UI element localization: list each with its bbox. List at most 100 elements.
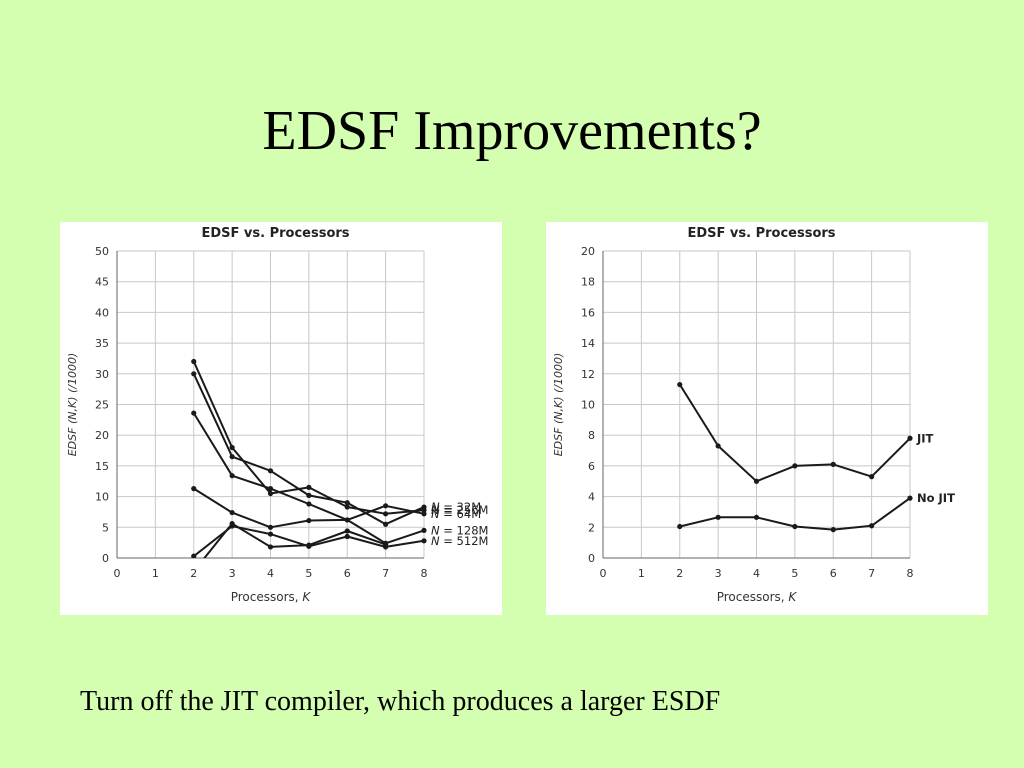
data-point — [306, 517, 312, 524]
series-group — [191, 371, 427, 527]
series-label: N = 512M — [431, 534, 488, 548]
y-tick-label: 40 — [95, 306, 109, 319]
x-axis-label-text: Processors, — [231, 590, 303, 604]
data-point — [869, 474, 875, 480]
data-point — [344, 528, 350, 534]
y-tick-label: 0 — [102, 552, 109, 565]
chart-panel-left: EDSF vs. Processors 0 5 10 15 20 25 30 35 40 45 50 0… — [60, 222, 502, 615]
x-tick-label: 6 — [830, 567, 837, 580]
y-tick-label: 4 — [588, 491, 595, 504]
data-point — [267, 490, 274, 497]
data-point — [267, 486, 274, 492]
x-tick-label: 8 — [421, 567, 428, 580]
y-tick-label: 0 — [588, 552, 595, 565]
x-axis-label-text: Processors, — [717, 590, 789, 604]
x-axis-label-variable: K — [302, 590, 311, 604]
data-point — [715, 443, 721, 449]
data-point — [715, 514, 721, 520]
x-tick-label: 0 — [114, 567, 121, 580]
y-tick-label: 18 — [581, 276, 595, 289]
data-point — [267, 544, 274, 550]
data-point — [383, 521, 389, 527]
data-point — [383, 541, 389, 548]
series-line — [203, 522, 386, 558]
data-point — [753, 478, 760, 484]
y-tick-label: 8 — [588, 429, 595, 442]
y-tick-label: 20 — [581, 245, 595, 258]
data-point — [677, 381, 683, 388]
data-point — [267, 468, 274, 474]
data-point — [306, 484, 312, 490]
series-group — [677, 381, 913, 484]
y-tick-label: 50 — [95, 245, 109, 258]
chart-panel-right: EDSF vs. Processors 0 2 4 6 8 10 12 14 16 18 20 0 1 2 3… — [546, 222, 988, 615]
data-point — [421, 504, 427, 510]
y-tick-label: 6 — [588, 460, 595, 473]
series-label: JIT — [916, 431, 934, 445]
x-tick-label: 0 — [600, 567, 607, 580]
x-axis-label-variable: K — [788, 590, 797, 604]
x-tick-label: 5 — [305, 567, 312, 580]
data-point — [907, 495, 913, 501]
y-tick-label: 10 — [581, 399, 595, 412]
series-label-text: = 128M — [440, 523, 489, 537]
x-tick-label: 1 — [638, 567, 645, 580]
x-tick-label: 7 — [868, 567, 875, 580]
data-point — [421, 511, 427, 517]
edsf-vs-processors-chart-by-n: EDSF vs. Processors051015202530354045500… — [66, 226, 489, 604]
y-tick-label: 45 — [95, 276, 109, 289]
x-tick-label: 8 — [907, 567, 914, 580]
data-point — [383, 511, 389, 517]
x-axis-label: Processors, K — [717, 590, 798, 604]
y-tick-label: 10 — [95, 491, 109, 504]
series-group — [677, 495, 913, 533]
chart-title: EDSF vs. Processors — [687, 226, 835, 241]
data-point — [191, 358, 197, 365]
y-tick-label: 12 — [581, 368, 595, 381]
y-axis-label: EDSF (N,K) (/1000) — [552, 353, 565, 457]
y-tick-label: 25 — [95, 399, 109, 412]
data-point — [830, 527, 836, 533]
data-point — [229, 454, 235, 460]
y-tick-label: 20 — [95, 429, 109, 442]
slide-title: EDSF Improvements? — [262, 100, 762, 162]
x-tick-label: 6 — [344, 567, 351, 580]
data-point — [191, 553, 197, 558]
data-point — [421, 527, 427, 533]
data-point — [306, 492, 312, 498]
y-tick-label: 35 — [95, 337, 109, 350]
series-label: N = 256M — [431, 503, 488, 517]
series-label-variable: N — [431, 507, 440, 521]
data-point — [191, 486, 197, 492]
x-axis-label: Processors, K — [231, 590, 312, 604]
series-label-variable: N — [431, 503, 440, 517]
data-point — [229, 521, 235, 527]
y-tick-label: 2 — [588, 521, 595, 534]
series-label: No JIT — [917, 491, 955, 505]
data-point — [267, 524, 274, 530]
y-tick-label: 5 — [102, 521, 109, 534]
data-point — [421, 538, 427, 544]
data-point — [830, 461, 836, 467]
data-point — [306, 542, 312, 548]
data-point — [792, 523, 798, 530]
series-label-variable: N — [431, 523, 440, 537]
series-label-variable: N — [431, 534, 440, 548]
data-point — [306, 501, 312, 507]
x-tick-label: 2 — [676, 567, 683, 580]
chart-title: EDSF vs. Processors — [201, 226, 349, 241]
data-point — [753, 514, 760, 520]
data-point — [229, 509, 235, 516]
series-label-variable: N — [431, 500, 440, 514]
slide-caption: Turn off the JIT compiler, which produce… — [80, 686, 721, 717]
x-tick-label: 2 — [190, 567, 197, 580]
x-tick-label: 5 — [791, 567, 798, 580]
y-tick-label: 30 — [95, 368, 109, 381]
series-label-text: = 32M — [440, 500, 482, 514]
x-tick-label: 7 — [382, 567, 389, 580]
y-tick-label: 15 — [95, 460, 109, 473]
series-group — [203, 521, 389, 558]
x-tick-label: 4 — [267, 567, 274, 580]
x-tick-label: 3 — [715, 567, 722, 580]
